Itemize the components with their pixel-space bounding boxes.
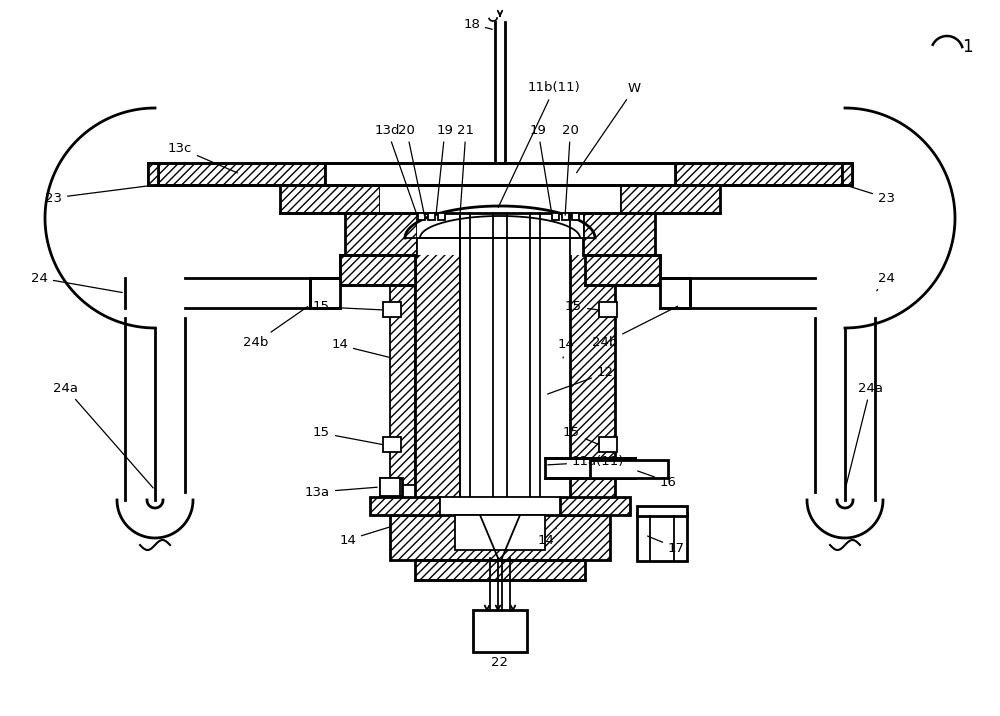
Bar [390, 285, 415, 485]
Text: 16: 16 [638, 471, 677, 488]
Bar [660, 278, 690, 308]
Bar [580, 285, 582, 485]
Bar [383, 302, 401, 317]
Bar [380, 478, 400, 496]
Bar [552, 213, 559, 220]
Bar [325, 163, 675, 185]
Text: 14: 14 [538, 528, 556, 546]
Polygon shape [340, 255, 415, 285]
Bar [390, 515, 610, 560]
Text: 11b(11): 11b(11) [498, 82, 581, 208]
Text: 15: 15 [313, 301, 382, 314]
Bar [148, 163, 158, 185]
Bar [155, 163, 325, 185]
Bar [340, 255, 415, 285]
Text: 20: 20 [398, 123, 424, 216]
Bar [842, 163, 852, 185]
Text: 13a: 13a [305, 485, 377, 498]
Bar [637, 506, 687, 516]
Text: 24b: 24b [592, 306, 678, 349]
Bar [599, 302, 617, 317]
Bar [280, 185, 380, 213]
Bar [590, 460, 668, 478]
Bar [418, 285, 420, 485]
Text: 15: 15 [313, 427, 382, 445]
Text: 22: 22 [492, 656, 509, 669]
Bar [380, 478, 402, 496]
Bar [585, 285, 610, 485]
Bar [417, 213, 583, 255]
Bar [148, 163, 158, 185]
Text: 24: 24 [31, 271, 122, 293]
Text: 15: 15 [563, 427, 597, 444]
Text: 19: 19 [436, 123, 453, 212]
Text: 11a(11): 11a(11) [548, 455, 624, 468]
Text: 14: 14 [558, 339, 575, 358]
Text: 18: 18 [463, 17, 492, 31]
Bar [620, 185, 720, 213]
Text: 23: 23 [45, 185, 152, 205]
Text: 24: 24 [877, 271, 895, 291]
Bar [583, 213, 655, 255]
Bar [572, 213, 579, 220]
Text: 13d: 13d [374, 123, 417, 216]
Bar [599, 437, 617, 452]
Text: W: W [577, 82, 641, 173]
Polygon shape [585, 255, 660, 285]
Bar [637, 513, 687, 561]
Text: 17: 17 [648, 536, 685, 554]
Text: 15: 15 [565, 301, 597, 314]
Bar [585, 255, 660, 285]
Text: 1: 1 [962, 38, 972, 56]
Text: 14: 14 [339, 527, 390, 546]
Bar [455, 515, 545, 550]
Bar [380, 185, 620, 213]
Text: 24b: 24b [243, 306, 308, 349]
Bar [473, 610, 527, 652]
Bar [428, 213, 435, 220]
Bar [415, 213, 460, 510]
Bar [842, 163, 852, 185]
Text: 14: 14 [331, 339, 389, 357]
Bar [460, 213, 570, 510]
Bar [345, 213, 417, 255]
Bar [415, 560, 585, 580]
Bar [545, 458, 635, 478]
Bar [675, 163, 845, 185]
Text: 20: 20 [562, 123, 579, 216]
Text: 13c: 13c [168, 142, 237, 173]
Bar [440, 497, 560, 515]
Bar [370, 497, 440, 515]
Bar [310, 278, 340, 308]
Text: 24a: 24a [53, 382, 153, 488]
Bar [383, 437, 401, 452]
Text: 21: 21 [458, 123, 475, 212]
Bar [570, 213, 615, 510]
Text: 12: 12 [548, 367, 614, 394]
Text: 23: 23 [848, 186, 895, 205]
Bar [560, 497, 630, 515]
Bar [562, 213, 569, 220]
Text: 19: 19 [530, 123, 552, 212]
Bar [418, 213, 425, 220]
Bar [438, 213, 445, 220]
Text: 24a: 24a [846, 382, 883, 488]
